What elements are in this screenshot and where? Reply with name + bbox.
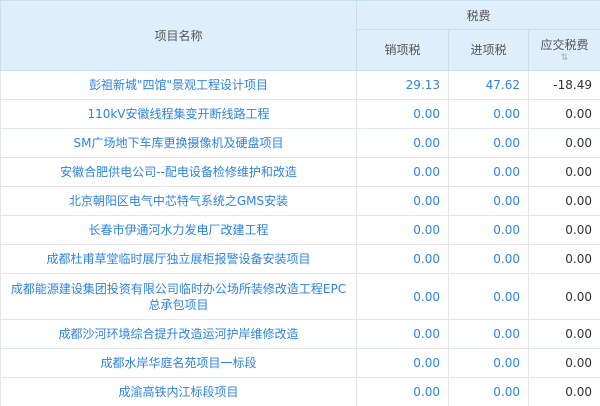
project-name-link[interactable]: 长春市伊通河水力发电厂改建工程 <box>0 215 357 245</box>
table-row: 彭祖新城"四馆"景观工程设计项目 29.13 47.62 -18.49 <box>0 70 600 100</box>
output-tax-value[interactable]: 0.00 <box>356 186 449 216</box>
input-tax-value[interactable]: 0.00 <box>448 377 529 406</box>
output-tax-value[interactable]: 0.00 <box>356 215 449 245</box>
project-name-link[interactable]: 北京朝阳区电气中芯特气系统之GMS安装 <box>0 186 357 216</box>
project-name-link[interactable]: 安徽合肥供电公司--配电设备检修维护和改造 <box>0 157 357 187</box>
output-tax-value[interactable]: 0.00 <box>356 128 449 158</box>
payable-tax-value: 0.00 <box>527 319 600 349</box>
column-group-tax: 税费 <box>355 0 600 30</box>
column-header-input-tax[interactable]: 进项税 <box>448 29 529 71</box>
payable-tax-value: 0.00 <box>527 128 600 158</box>
table-row: 安徽合肥供电公司--配电设备检修维护和改造 0.00 0.00 0.00 <box>0 157 600 187</box>
payable-tax-value: 0.00 <box>527 99 600 129</box>
table-row: 北京朝阳区电气中芯特气系统之GMS安装 0.00 0.00 0.00 <box>0 186 600 216</box>
table-row: SM广场地下车库更换摄像机及硬盘项目 0.00 0.00 0.00 <box>0 128 600 158</box>
table-row: 成都水岸华庭名苑项目一标段 0.00 0.00 0.00 <box>0 348 600 378</box>
project-name-link[interactable]: 成都水岸华庭名苑项目一标段 <box>0 348 357 378</box>
table-row: 110kV安徽线程集变开断线路工程 0.00 0.00 0.00 <box>0 99 600 129</box>
output-tax-value[interactable]: 0.00 <box>356 157 449 187</box>
output-tax-value[interactable]: 29.13 <box>356 70 449 100</box>
input-tax-value[interactable]: 0.00 <box>448 215 529 245</box>
project-name-link[interactable]: SM广场地下车库更换摄像机及硬盘项目 <box>0 128 357 158</box>
project-name-link[interactable]: 成都能源建设集团投资有限公司临时办公场所装修改造工程EPC总承包项目 <box>0 273 357 320</box>
output-tax-value[interactable]: 0.00 <box>356 348 449 378</box>
sort-icon[interactable]: ⇅ <box>560 53 569 63</box>
payable-tax-value: 0.00 <box>527 244 600 274</box>
payable-tax-value: 0.00 <box>527 348 600 378</box>
output-tax-value[interactable]: 0.00 <box>356 319 449 349</box>
column-header-name[interactable]: 项目名称 <box>0 0 357 71</box>
table-row: 成渝高铁内江标段项目 0.00 0.00 0.00 <box>0 377 600 406</box>
project-name-link[interactable]: 彭祖新城"四馆"景观工程设计项目 <box>0 70 357 100</box>
input-tax-value[interactable]: 0.00 <box>448 348 529 378</box>
column-header-output-tax[interactable]: 销项税 <box>356 29 449 71</box>
input-tax-value[interactable]: 0.00 <box>448 244 529 274</box>
table-row: 长春市伊通河水力发电厂改建工程 0.00 0.00 0.00 <box>0 215 600 245</box>
project-name-link[interactable]: 成都沙河环境综合提升改造运河护岸维修改造 <box>0 319 357 349</box>
input-tax-value[interactable]: 0.00 <box>448 273 529 320</box>
project-name-link[interactable]: 成都杜甫草堂临时展厅独立展柜报警设备安装项目 <box>0 244 357 274</box>
payable-tax-value: 0.00 <box>527 157 600 187</box>
output-tax-value[interactable]: 0.00 <box>356 244 449 274</box>
payable-tax-value: 0.00 <box>527 186 600 216</box>
output-tax-value[interactable]: 0.00 <box>356 377 449 406</box>
table-row: 成都能源建设集团投资有限公司临时办公场所装修改造工程EPC总承包项目 0.00 0.… <box>0 273 600 320</box>
project-name-link[interactable]: 成渝高铁内江标段项目 <box>0 377 357 406</box>
column-header-payable-label: 应交税费 <box>540 38 589 52</box>
input-tax-value[interactable]: 0.00 <box>448 319 529 349</box>
column-header-payable[interactable]: 应交税费 ⇅ <box>527 29 600 71</box>
input-tax-value[interactable]: 0.00 <box>448 157 529 187</box>
input-tax-value[interactable]: 0.00 <box>448 186 529 216</box>
project-name-link[interactable]: 110kV安徽线程集变开断线路工程 <box>0 99 357 129</box>
payable-tax-value: 0.00 <box>527 215 600 245</box>
table-row: 成都沙河环境综合提升改造运河护岸维修改造 0.00 0.00 0.00 <box>0 319 600 349</box>
table-row: 成都杜甫草堂临时展厅独立展柜报警设备安装项目 0.00 0.00 0.00 <box>0 244 600 274</box>
payable-tax-value: 0.00 <box>527 273 600 320</box>
output-tax-value[interactable]: 0.00 <box>356 99 449 129</box>
payable-tax-value: -18.49 <box>527 70 600 100</box>
input-tax-value[interactable]: 0.00 <box>448 99 529 129</box>
payable-tax-value: 0.00 <box>527 377 600 406</box>
input-tax-value[interactable]: 0.00 <box>448 128 529 158</box>
input-tax-value[interactable]: 47.62 <box>448 70 529 100</box>
output-tax-value[interactable]: 0.00 <box>356 273 449 320</box>
